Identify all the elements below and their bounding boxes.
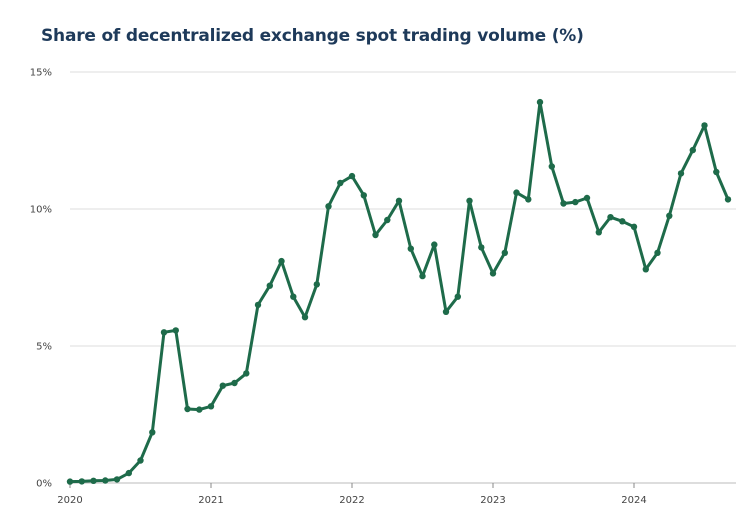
data-point bbox=[149, 429, 156, 436]
data-point bbox=[442, 308, 450, 315]
x-tick-label: 2021 bbox=[198, 495, 223, 506]
data-point bbox=[489, 270, 497, 277]
data-point bbox=[137, 457, 144, 464]
data-point bbox=[231, 379, 238, 387]
data-point bbox=[454, 293, 461, 300]
y-tick-label: 10% bbox=[30, 205, 52, 216]
data-point bbox=[689, 146, 696, 154]
data-point bbox=[301, 314, 309, 321]
data-point bbox=[360, 192, 367, 199]
data-point bbox=[348, 172, 356, 180]
data-point bbox=[595, 229, 602, 236]
data-point bbox=[184, 405, 191, 413]
data-point bbox=[66, 478, 74, 485]
y-tick-label: 0% bbox=[36, 479, 52, 490]
data-point bbox=[207, 403, 215, 410]
data-point bbox=[325, 203, 332, 210]
data-point bbox=[407, 245, 414, 252]
data-point bbox=[525, 196, 532, 203]
x-tick-label: 2022 bbox=[339, 495, 364, 506]
data-point bbox=[630, 223, 638, 230]
data-point bbox=[125, 469, 132, 477]
data-point bbox=[431, 241, 438, 248]
x-tick-label: 2020 bbox=[57, 495, 82, 506]
data-point bbox=[219, 382, 226, 389]
data-point bbox=[243, 370, 250, 377]
data-point bbox=[372, 231, 379, 239]
data-point bbox=[266, 282, 273, 289]
data-point bbox=[419, 272, 426, 280]
data-point bbox=[160, 329, 168, 336]
data-point bbox=[395, 197, 403, 204]
data-point bbox=[548, 163, 555, 170]
data-point bbox=[254, 301, 262, 309]
data-point bbox=[666, 212, 673, 219]
data-point bbox=[384, 216, 391, 224]
data-point bbox=[313, 281, 320, 288]
data-point bbox=[466, 197, 473, 204]
data-point bbox=[290, 293, 297, 300]
data-point bbox=[642, 266, 649, 273]
data-point bbox=[172, 327, 179, 334]
data-point bbox=[78, 478, 86, 485]
data-point bbox=[607, 214, 614, 221]
data-point bbox=[337, 179, 344, 187]
data-point bbox=[196, 406, 203, 413]
chart-title: Share of decentralized exchange spot tra… bbox=[41, 26, 584, 46]
x-tick-label: 2024 bbox=[621, 495, 646, 506]
data-point bbox=[572, 198, 579, 206]
data-point bbox=[278, 257, 285, 265]
data-point bbox=[501, 249, 508, 256]
series-line bbox=[68, 100, 730, 484]
data-point bbox=[513, 189, 520, 196]
data-point bbox=[713, 168, 720, 176]
y-tick-label: 15% bbox=[30, 68, 52, 79]
data-point bbox=[102, 477, 109, 484]
y-tick-label: 5% bbox=[36, 342, 52, 353]
data-point bbox=[724, 196, 732, 203]
data-point bbox=[90, 477, 97, 484]
data-point bbox=[478, 244, 485, 251]
data-point bbox=[677, 170, 685, 177]
data-point bbox=[619, 218, 626, 225]
data-point bbox=[654, 249, 661, 256]
data-point bbox=[113, 476, 121, 483]
data-point bbox=[701, 122, 708, 129]
data-point bbox=[583, 194, 591, 202]
x-tick-label: 2023 bbox=[480, 495, 505, 506]
data-point bbox=[560, 200, 567, 207]
data-point bbox=[536, 98, 544, 106]
